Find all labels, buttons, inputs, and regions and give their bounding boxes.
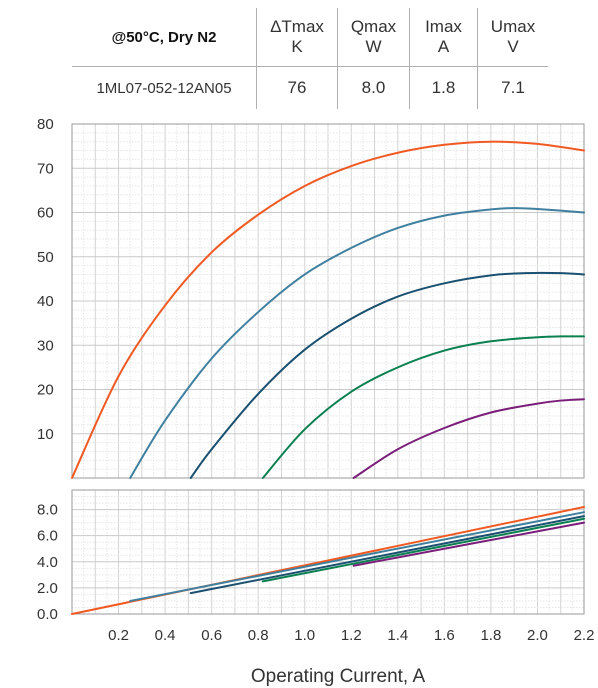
x-tick-label: 1.2: [341, 627, 362, 644]
header-umax-unit: V: [507, 37, 519, 56]
series-line-bottom-2: [129, 511, 585, 602]
condition-cell: @50°C, Dry N2: [111, 28, 217, 46]
y-tick-label-top: 50: [37, 249, 54, 266]
header-imax-name: Imax: [425, 17, 462, 36]
header-imax: Imax A: [409, 8, 478, 67]
spec-data-row: 1ML07-052-12AN05 76 8.0 1.8 7.1: [72, 66, 548, 109]
y-tick-label-bottom: 2.0: [37, 580, 58, 597]
header-umax-name: Umax: [490, 17, 536, 36]
y-tick-label-top: 70: [37, 160, 54, 177]
x-tick-label: 0.6: [201, 627, 222, 644]
series-line-bottom-1: [71, 505, 585, 615]
y-tick-label-top: 30: [37, 337, 54, 354]
model-cell: 1ML07-052-12AN05: [72, 66, 257, 109]
value-umax: 7.1: [477, 66, 548, 109]
grid-bottom: [72, 490, 584, 614]
y-tick-label-bottom: 6.0: [37, 528, 58, 545]
x-tick-label: 0.4: [155, 627, 176, 644]
y-tick-label-bottom: 4.0: [37, 554, 58, 571]
header-dtmax-unit: K: [291, 37, 303, 56]
series-line-bottom-3: [189, 515, 585, 595]
y-tick-label-bottom: 8.0: [37, 502, 58, 519]
plot-frame-top: [71, 123, 585, 479]
value-imax: 1.8: [409, 66, 478, 109]
header-umax: Umax V: [477, 8, 548, 67]
x-tick-label: 1.8: [480, 627, 501, 644]
series-line-bottom-5: [352, 521, 585, 567]
x-tick-label: 0.8: [248, 627, 269, 644]
y-tick-label-top: 60: [37, 205, 54, 222]
y-tick-label-top: 20: [37, 382, 54, 399]
series-line-top-4: [261, 335, 585, 479]
series-line-top-5: [352, 398, 585, 479]
series-line-top-3: [189, 271, 585, 479]
plot-frame-bottom: [71, 489, 585, 615]
y-tick-label-bottom: 0.0: [37, 606, 58, 623]
chart-panel-top: 10 20 30 40 50 60 70 80: [37, 116, 585, 479]
value-dtmax: 76: [256, 66, 338, 109]
header-imax-unit: A: [437, 37, 450, 56]
x-tick-label: 1.4: [387, 627, 408, 644]
header-dtmax-name: ΔTmax: [270, 17, 324, 36]
header-qmax: Qmax W: [337, 8, 410, 67]
x-tick-label: 1.0: [294, 627, 315, 644]
value-qmax: 8.0: [337, 66, 410, 109]
y-tick-label-top: 10: [37, 426, 54, 443]
x-tick-label: 2.2: [574, 627, 595, 644]
x-axis-label: Operating Current, A: [251, 666, 426, 687]
x-tick-label: 1.6: [434, 627, 455, 644]
header-qmax-name: Qmax: [350, 17, 397, 36]
x-tick-label: 2.0: [527, 627, 548, 644]
grid-top: [72, 124, 584, 478]
y-tick-label-top: 40: [37, 293, 54, 310]
x-tick-label: 0.2: [108, 627, 129, 644]
chart-panel-bottom: 0.0 2.0 4.0 6.0 8.0 0.2 0.4 0.6 0.8 1.0 1.2 1.4 1.6 1…: [37, 489, 595, 687]
series-line-top-2: [129, 207, 585, 479]
header-dtmax: ΔTmax K: [256, 8, 338, 67]
series-line-top-1: [71, 140, 585, 479]
header-qmax-unit: W: [365, 37, 382, 56]
series-line-bottom-4: [261, 517, 585, 583]
spec-header-row: @50°C, Dry N2 ΔTmax K Qmax W Imax A Umax…: [72, 8, 548, 67]
y-tick-label-top: 80: [37, 116, 54, 133]
spec-table: @50°C, Dry N2 ΔTmax K Qmax W Imax A Umax…: [72, 8, 548, 109]
